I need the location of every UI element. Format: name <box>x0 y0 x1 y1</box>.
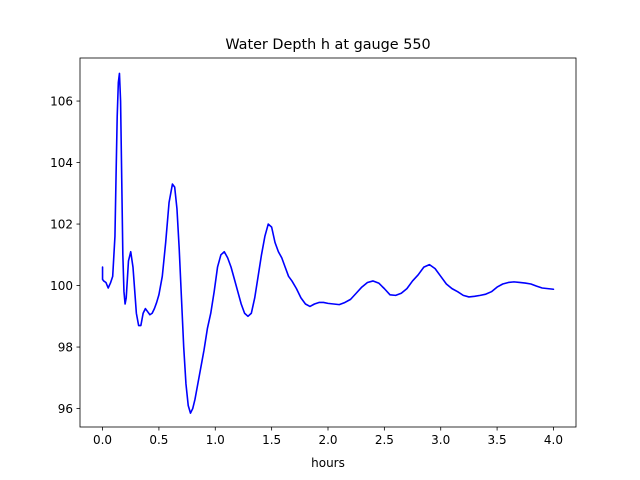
y-tick-label: 106 <box>50 94 73 108</box>
chart-title: Water Depth h at gauge 550 <box>225 37 430 53</box>
x-tick-label: 0.5 <box>149 433 168 447</box>
x-tick-label: 1.0 <box>206 433 225 447</box>
y-tick-label: 100 <box>50 279 73 293</box>
y-tick-label: 98 <box>58 340 73 354</box>
x-tick-label: 2.5 <box>375 433 394 447</box>
y-tick-label: 104 <box>50 156 73 170</box>
x-axis: 0.0 0.5 1.0 1.5 2.0 2.5 3.0 3.5 4.0 <box>93 427 563 447</box>
x-tick-label: 1.5 <box>262 433 281 447</box>
x-tick-label: 0.0 <box>93 433 112 447</box>
y-tick-label: 96 <box>58 402 73 416</box>
x-tick-label: 2.0 <box>318 433 337 447</box>
x-tick-label: 4.0 <box>544 433 563 447</box>
y-axis: 96 98 100 102 104 106 <box>50 94 80 416</box>
x-tick-label: 3.5 <box>488 433 507 447</box>
y-tick-label: 102 <box>50 217 73 231</box>
series-line-0 <box>101 72 555 414</box>
x-axis-label: hours <box>311 456 345 470</box>
x-tick-label: 3.0 <box>431 433 450 447</box>
